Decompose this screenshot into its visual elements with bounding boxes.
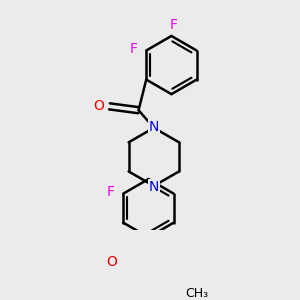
- Text: O: O: [93, 99, 104, 113]
- Text: N: N: [148, 120, 159, 134]
- Text: N: N: [148, 180, 159, 194]
- Text: F: F: [107, 185, 115, 199]
- Text: CH₃: CH₃: [185, 286, 208, 300]
- Text: O: O: [106, 256, 117, 269]
- Text: F: F: [130, 42, 138, 56]
- Text: F: F: [170, 18, 178, 32]
